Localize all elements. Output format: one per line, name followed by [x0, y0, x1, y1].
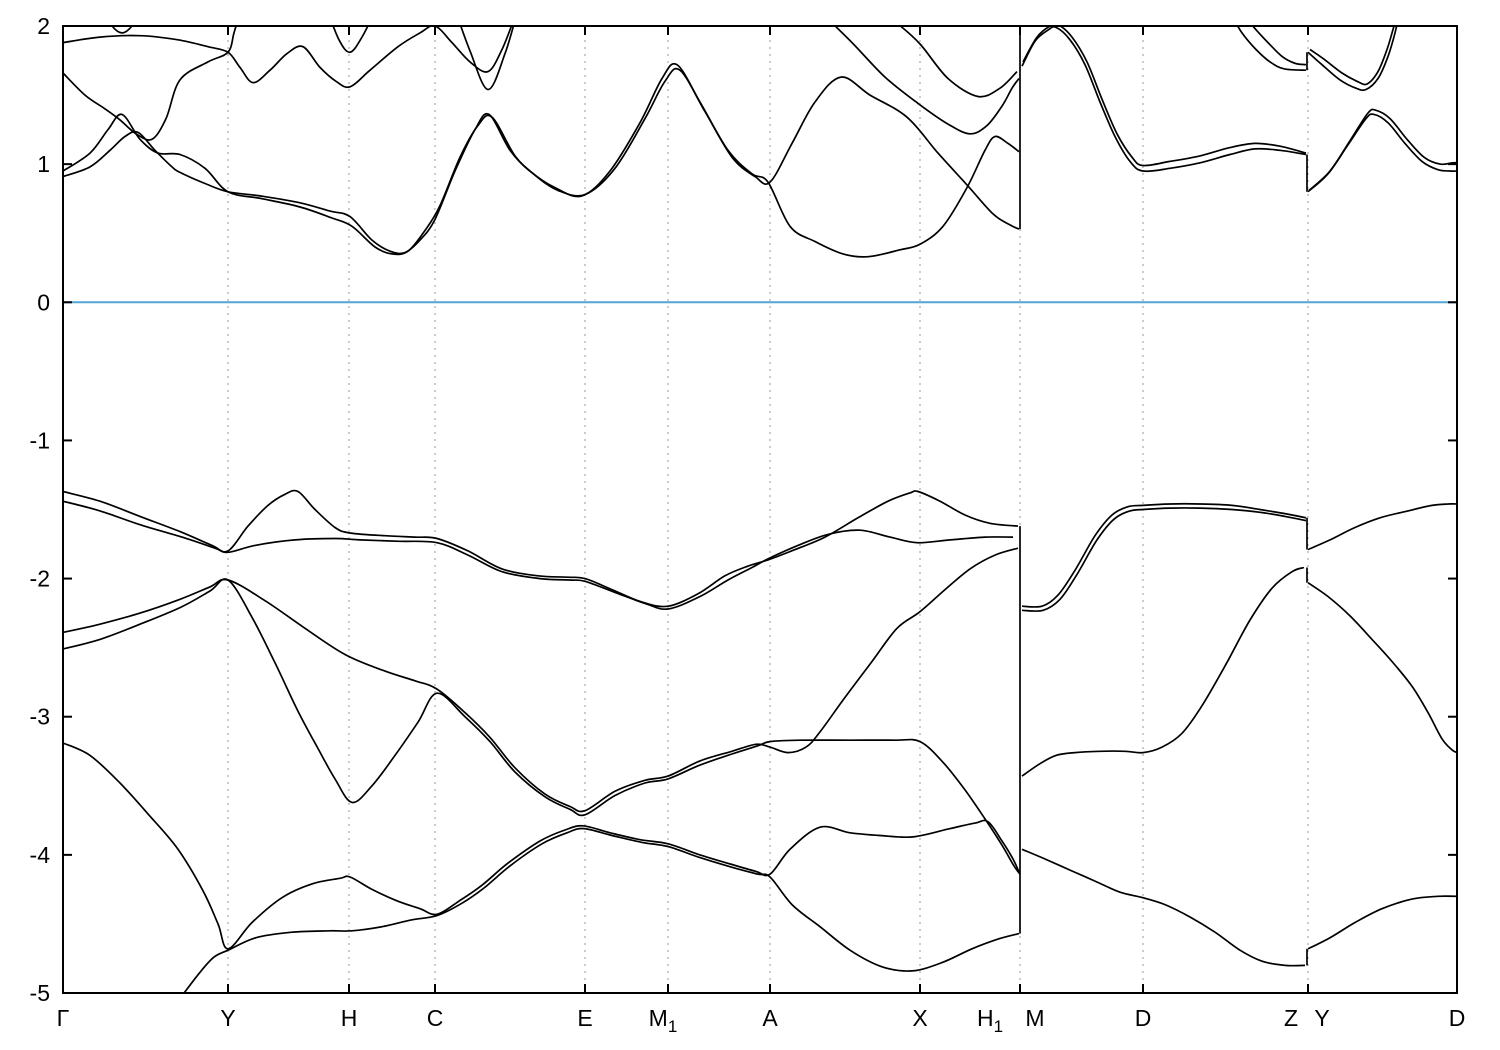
band-curve-cond-yd-low-1: [1307, 113, 1457, 193]
x-tick-label-X: X: [912, 1005, 927, 1031]
x-tick-label-Z: Z: [1284, 1005, 1298, 1031]
x-tick-label-C: C: [427, 1005, 444, 1031]
band-curve-val-yd-top: [1307, 503, 1457, 551]
band-curve-cond-md-2: [1022, 26, 1307, 167]
x-tick-label-D: D: [1135, 1005, 1152, 1031]
band-curve-val-top-2: [63, 500, 1014, 611]
band-curve-val-yd-mid: [1307, 582, 1457, 754]
y-tick-label--2: -2: [30, 566, 50, 592]
band-curve-cond-low-1: [63, 62, 1020, 258]
band-curve-val-yd-low: [1307, 895, 1457, 950]
band-curve-cond-yd-low-2: [1308, 108, 1457, 192]
band-curve-cond-top-dip-a: [110, 26, 134, 34]
x-tick-label-Y: Y: [220, 1005, 235, 1031]
band-curve-cond-v-x: [899, 26, 1018, 98]
band-curve-val-low-1: [63, 742, 1021, 950]
plot-frame: [62, 25, 1458, 994]
y-tick-label--5: -5: [30, 980, 50, 1006]
band-curve-cond-md-1: [1021, 26, 1307, 173]
x-tick-label-Y: Y: [1314, 1005, 1329, 1031]
band-curve-val-mid-2: [63, 578, 1021, 875]
band-curve-val-md-top-1: [1021, 502, 1307, 608]
band-curve-val-low-2: [183, 827, 1020, 993]
x-tick-label-H: H: [341, 1005, 358, 1031]
band-curve-cond-mid-gamma: [63, 26, 237, 141]
band-curve-cond-dz-1: [1236, 26, 1307, 72]
band-curve-cond-top-dip-h: [332, 26, 369, 54]
x-tick-label-E: E: [577, 1005, 592, 1031]
band-curve-cond-x-extra: [833, 26, 1020, 135]
band-curve-cond-dz-2: [1251, 26, 1307, 66]
x-tick-label-Γ: Γ: [57, 1005, 70, 1031]
band-curve-cond-top-dip-c: [459, 26, 515, 91]
band-curve-val-top-1: [63, 489, 1019, 608]
band-curve-cond-low-2: [63, 67, 1020, 256]
y-tick-label-2: 2: [37, 13, 50, 39]
x-tick-label-H1: H1: [977, 1005, 1003, 1036]
x-tick-label-M1: M1: [649, 1005, 678, 1036]
y-tick-label-1: 1: [37, 151, 50, 177]
y-tick-label-0: 0: [37, 289, 50, 315]
band-curve-val-mid-1: [63, 547, 1019, 813]
y-tick-label--1: -1: [30, 427, 50, 453]
band-curve-cond-top-wiggle: [63, 26, 513, 89]
x-tick-label-M: M: [1025, 1005, 1044, 1031]
y-tick-label--4: -4: [30, 842, 51, 868]
band-curve-cond-yd-top-1: [1307, 26, 1398, 92]
y-tick-label--3: -3: [30, 704, 50, 730]
band-curve-val-md-mid: [1021, 566, 1305, 777]
band-curve-val-md-low: [1021, 848, 1306, 967]
x-tick-label-A: A: [762, 1005, 778, 1031]
band-curve-cond-yd-top-2: [1309, 26, 1395, 86]
band-curve-val-md-top-2: [1021, 507, 1307, 612]
x-tick-label-D: D: [1449, 1005, 1466, 1031]
